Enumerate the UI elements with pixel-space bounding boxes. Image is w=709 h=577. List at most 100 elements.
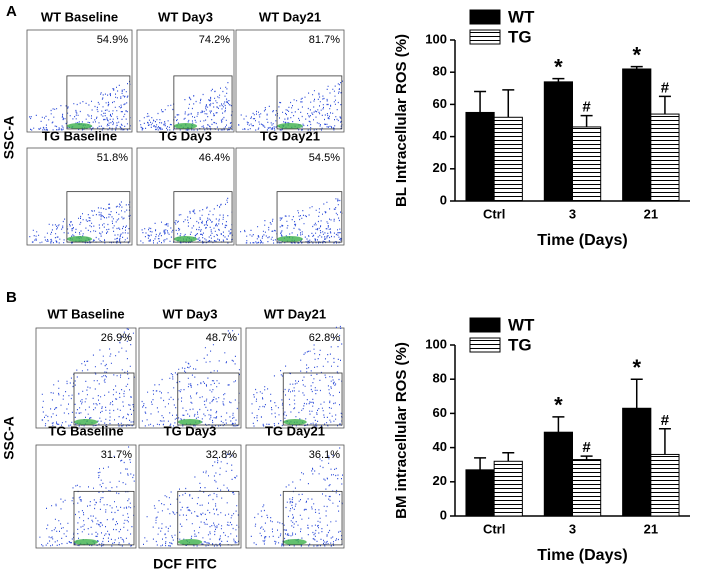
error-bar	[630, 378, 643, 409]
error-bar	[658, 428, 671, 455]
density-core	[277, 123, 303, 129]
plot-frame	[26, 29, 133, 133]
bar	[543, 431, 573, 517]
plot-title: TG Day3	[159, 128, 212, 143]
significance-marker: #	[661, 79, 670, 96]
y-tick-label: 0	[440, 192, 447, 207]
x-tick-label: 3	[569, 521, 576, 536]
scatter-cloud	[238, 80, 343, 131]
plot-frame	[35, 327, 137, 429]
error-bar	[580, 114, 593, 127]
gate	[73, 490, 135, 546]
flow-x-label: DCF FITC	[153, 256, 217, 272]
y-tick-label: 100	[425, 336, 447, 351]
density-core	[74, 539, 98, 545]
significance-marker: *	[632, 42, 641, 67]
significance-marker: #	[661, 412, 670, 429]
legend-swatch	[469, 337, 501, 353]
plot-title: TG Baseline	[42, 128, 117, 143]
plot-frame	[245, 444, 345, 549]
bar	[572, 459, 602, 517]
panel-letter: A	[6, 3, 17, 20]
scatter-cloud	[143, 452, 240, 547]
legend-label: TG	[508, 335, 532, 354]
scatter-cloud	[41, 328, 135, 427]
y-tick-label: 20	[433, 160, 447, 175]
error-bar	[630, 65, 643, 69]
legend-swatch	[469, 9, 501, 25]
y-tick-label: 60	[433, 405, 447, 420]
legend-label: TG	[508, 27, 532, 46]
panel-letter: B	[6, 289, 17, 306]
gate-percent: 36.1%	[309, 449, 340, 461]
y-tick-label: 100	[425, 31, 447, 46]
bar	[493, 460, 523, 517]
gate-percent: 46.4%	[199, 152, 230, 164]
plot-frame	[138, 327, 242, 429]
gate	[282, 372, 343, 426]
gate-percent: 54.9%	[97, 34, 128, 46]
y-tick-label: 40	[433, 128, 447, 143]
x-tick-label: 21	[644, 521, 658, 536]
plot-title: WT Baseline	[47, 306, 124, 321]
y-tick-label: 0	[440, 507, 447, 522]
gate-percent: 81.7%	[309, 34, 340, 46]
density-core	[277, 236, 303, 242]
flow-y-label: SSC-A	[1, 416, 17, 460]
bar	[622, 407, 652, 517]
plot-frame	[35, 444, 137, 549]
x-tick-label: Ctrl	[483, 521, 505, 536]
gate	[177, 372, 240, 426]
error-bar	[474, 457, 487, 470]
gate	[66, 191, 131, 243]
bar	[572, 126, 602, 202]
gate-percent: 31.7%	[101, 449, 132, 461]
gate-percent: 51.8%	[97, 152, 128, 164]
density-core	[173, 236, 198, 242]
y-tick-label: 80	[433, 371, 447, 386]
density-core	[283, 539, 307, 545]
plot-frame	[136, 29, 235, 133]
plot-frame	[138, 444, 242, 549]
density-core	[66, 123, 93, 129]
scatter-cloud	[141, 330, 240, 427]
error-bar	[580, 455, 593, 460]
plot-frame	[136, 147, 235, 246]
flow-y-label: SSC-A	[1, 116, 17, 160]
error-bar	[474, 90, 487, 113]
gate	[276, 191, 343, 243]
error-bar	[502, 89, 515, 118]
legend-label: WT	[508, 315, 535, 334]
plot-title: WT Day21	[259, 9, 321, 24]
gate	[177, 490, 240, 546]
bar	[493, 116, 523, 202]
error-bar	[658, 95, 671, 115]
plot-frame	[245, 327, 345, 429]
density-core	[74, 419, 98, 425]
gate	[66, 75, 131, 130]
plot-title: WT Day21	[264, 306, 326, 321]
legend-swatch	[469, 317, 501, 333]
gate	[173, 75, 233, 130]
bar	[650, 113, 680, 202]
legend-label: WT	[508, 7, 535, 26]
significance-marker: *	[554, 54, 563, 79]
plot-frame	[26, 147, 133, 246]
y-tick-label: 80	[433, 64, 447, 79]
plot-title: TG Day3	[164, 423, 217, 438]
gate-percent: 74.2%	[199, 34, 230, 46]
bar	[465, 111, 495, 202]
plot-title: TG Day21	[260, 128, 320, 143]
scatter-cloud	[139, 82, 233, 131]
scatter-cloud	[240, 198, 343, 244]
bar	[622, 68, 652, 202]
gate-percent: 62.8%	[309, 332, 340, 344]
gate	[173, 191, 233, 243]
density-core	[283, 419, 307, 425]
y-tick-label: 20	[433, 473, 447, 488]
gate-percent: 48.7%	[206, 332, 237, 344]
x-axis-label: Time (Days)	[537, 232, 627, 249]
x-axis-label: Time (Days)	[537, 547, 627, 564]
y-tick-label: 40	[433, 439, 447, 454]
gate	[73, 372, 135, 426]
